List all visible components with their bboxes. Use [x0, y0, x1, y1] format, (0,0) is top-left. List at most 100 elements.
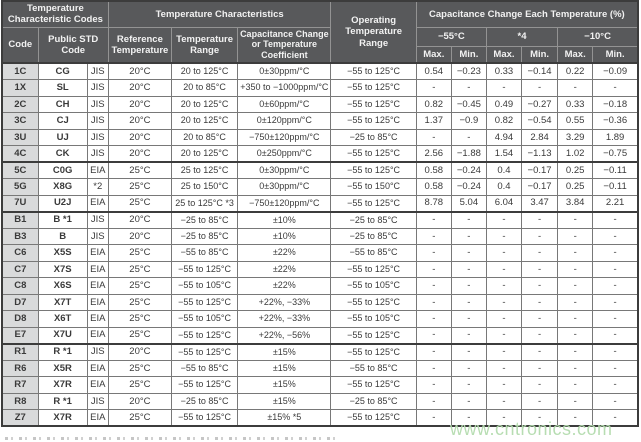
- cell-public-std: CJ: [37, 112, 88, 130]
- cell-public-std: SL: [37, 79, 88, 97]
- cell-value-1: -: [415, 343, 452, 361]
- cell-operating-range: −55 to 85°C: [330, 244, 417, 262]
- cell-value-3: -: [485, 79, 523, 97]
- cell-value-6: 2.21: [592, 194, 639, 212]
- cell-coefficient: −750±120ppm/°C: [237, 194, 332, 212]
- cell-code: Z7: [1, 409, 39, 427]
- cell-value-4: −0.17: [521, 161, 559, 179]
- cell-value-1: 0.54: [415, 62, 452, 80]
- cell-value-1: -: [415, 326, 452, 344]
- cell-operating-range: −25 to 85°C: [330, 227, 417, 245]
- cell-temp-range: −25 to 85°C: [170, 211, 239, 229]
- cell-value-4: -: [521, 79, 559, 97]
- header-min-1: Min.: [450, 45, 487, 64]
- cell-value-6: -: [592, 392, 639, 410]
- cell-value-6: -: [592, 409, 639, 427]
- cell-value-2: −0.24: [450, 178, 487, 196]
- cell-code: D7: [1, 293, 39, 311]
- cell-coefficient: 0±250ppm/°C: [237, 145, 332, 163]
- cell-ref-temp: 20°C: [107, 95, 173, 113]
- cell-value-6: -: [592, 244, 639, 262]
- cell-value-5: -: [557, 310, 594, 328]
- cell-ref-temp: 20°C: [107, 62, 173, 80]
- table-body: 1C CG JIS 20°C 20 to 125°C 0±30ppm/°C −55 to 1…: [1, 62, 639, 427]
- cell-value-6: -: [592, 376, 639, 394]
- cell-value-2: -: [450, 227, 487, 245]
- cell-value-3: -: [485, 293, 523, 311]
- cell-value-6: −0.11: [592, 178, 639, 196]
- cell-code: 1C: [1, 62, 39, 80]
- table-row: B1 B *1 JIS 20°C −25 to 85°C ±10% −25 to 85°C -…: [1, 211, 639, 229]
- cell-temp-range: −55 to 85°C: [170, 359, 239, 377]
- header-group-cap-change: Capacitance Change Each Temperature (%): [415, 0, 639, 28]
- cell-operating-range: −55 to 125°C: [330, 145, 417, 163]
- cell-value-5: -: [557, 244, 594, 262]
- cell-temp-range: −55 to 85°C: [170, 244, 239, 262]
- cell-std-org: EIA: [86, 376, 109, 394]
- table-row: Z7 X7R EIA 25°C −55 to 125°C ±15% *5 −55 to 12…: [1, 409, 639, 427]
- header-max-3: Max.: [557, 45, 594, 64]
- cell-ref-temp: 25°C: [107, 409, 173, 427]
- cell-value-4: -: [521, 244, 559, 262]
- cell-code: 4C: [1, 145, 39, 163]
- cell-code: 3C: [1, 112, 39, 130]
- table-row: C8 X6S EIA 25°C −55 to 105°C ±22% −55 to 105°C…: [1, 277, 639, 295]
- cell-value-3: 6.04: [485, 194, 523, 212]
- cell-ref-temp: 20°C: [107, 128, 173, 146]
- cell-value-5: -: [557, 211, 594, 229]
- cell-value-1: 0.58: [415, 161, 452, 179]
- table-row: R1 R *1 JIS 20°C −55 to 125°C ±15% −55 to 125°…: [1, 343, 639, 361]
- cell-coefficient: 0±60ppm/°C: [237, 95, 332, 113]
- cell-value-1: -: [415, 260, 452, 278]
- cell-value-5: -: [557, 260, 594, 278]
- cell-value-5: 0.55: [557, 112, 594, 130]
- cell-value-3: 0.4: [485, 161, 523, 179]
- cell-operating-range: −55 to 125°C: [330, 293, 417, 311]
- cell-value-2: -: [450, 260, 487, 278]
- cell-value-3: 0.33: [485, 62, 523, 80]
- table-row: D7 X7T EIA 25°C −55 to 125°C +22%, −33% −55 to…: [1, 293, 639, 311]
- cell-ref-temp: 25°C: [107, 260, 173, 278]
- cell-coefficient: 0±120ppm/°C: [237, 112, 332, 130]
- cell-ref-temp: 25°C: [107, 293, 173, 311]
- cell-temp-range: −25 to 85°C: [170, 392, 239, 410]
- cell-std-org: EIA: [86, 194, 109, 212]
- cell-value-6: −0.11: [592, 161, 639, 179]
- cell-value-2: -: [450, 343, 487, 361]
- cell-public-std: X7S: [37, 260, 88, 278]
- header-reference-temperature: Reference Temperature: [107, 26, 173, 64]
- cell-coefficient: ±15% *5: [237, 409, 332, 427]
- cell-code: D8: [1, 310, 39, 328]
- cell-operating-range: −55 to 125°C: [330, 112, 417, 130]
- cell-value-1: -: [415, 211, 452, 229]
- cell-public-std: X5R: [37, 359, 88, 377]
- cell-value-1: -: [415, 277, 452, 295]
- cell-std-org: EIA: [86, 409, 109, 427]
- cell-code: R1: [1, 343, 39, 361]
- cell-temp-range: 20 to 85°C: [170, 79, 239, 97]
- cell-coefficient: ±10%: [237, 211, 332, 229]
- cell-temp-range: −25 to 85°C: [170, 227, 239, 245]
- cell-public-std: X8G: [37, 178, 88, 196]
- cell-value-1: -: [415, 359, 452, 377]
- cell-code: R6: [1, 359, 39, 377]
- cell-value-4: −0.14: [521, 62, 559, 80]
- cell-public-std: X7T: [37, 293, 88, 311]
- cell-temp-range: −55 to 125°C: [170, 409, 239, 427]
- cell-std-org: *2: [86, 178, 109, 196]
- cell-operating-range: −55 to 125°C: [330, 62, 417, 80]
- cell-value-4: -: [521, 277, 559, 295]
- cell-std-org: JIS: [86, 79, 109, 97]
- cell-value-6: -: [592, 227, 639, 245]
- temperature-characteristics-table: Temperature Characteristic Codes Tempera…: [1, 0, 639, 427]
- cell-std-org: JIS: [86, 343, 109, 361]
- table-row: C6 X5S EIA 25°C −55 to 85°C ±22% −55 to 85°C - -…: [1, 244, 639, 262]
- cell-ref-temp: 25°C: [107, 376, 173, 394]
- cell-ref-temp: 20°C: [107, 392, 173, 410]
- cell-value-5: 0.25: [557, 178, 594, 196]
- cell-value-5: -: [557, 392, 594, 410]
- cell-value-3: 0.4: [485, 178, 523, 196]
- header-public-std-code: Public STD Code: [37, 26, 109, 64]
- cell-ref-temp: 25°C: [107, 310, 173, 328]
- table-row: 1X SL JIS 20°C 20 to 85°C +350 to −1000ppm/°C…: [1, 79, 639, 97]
